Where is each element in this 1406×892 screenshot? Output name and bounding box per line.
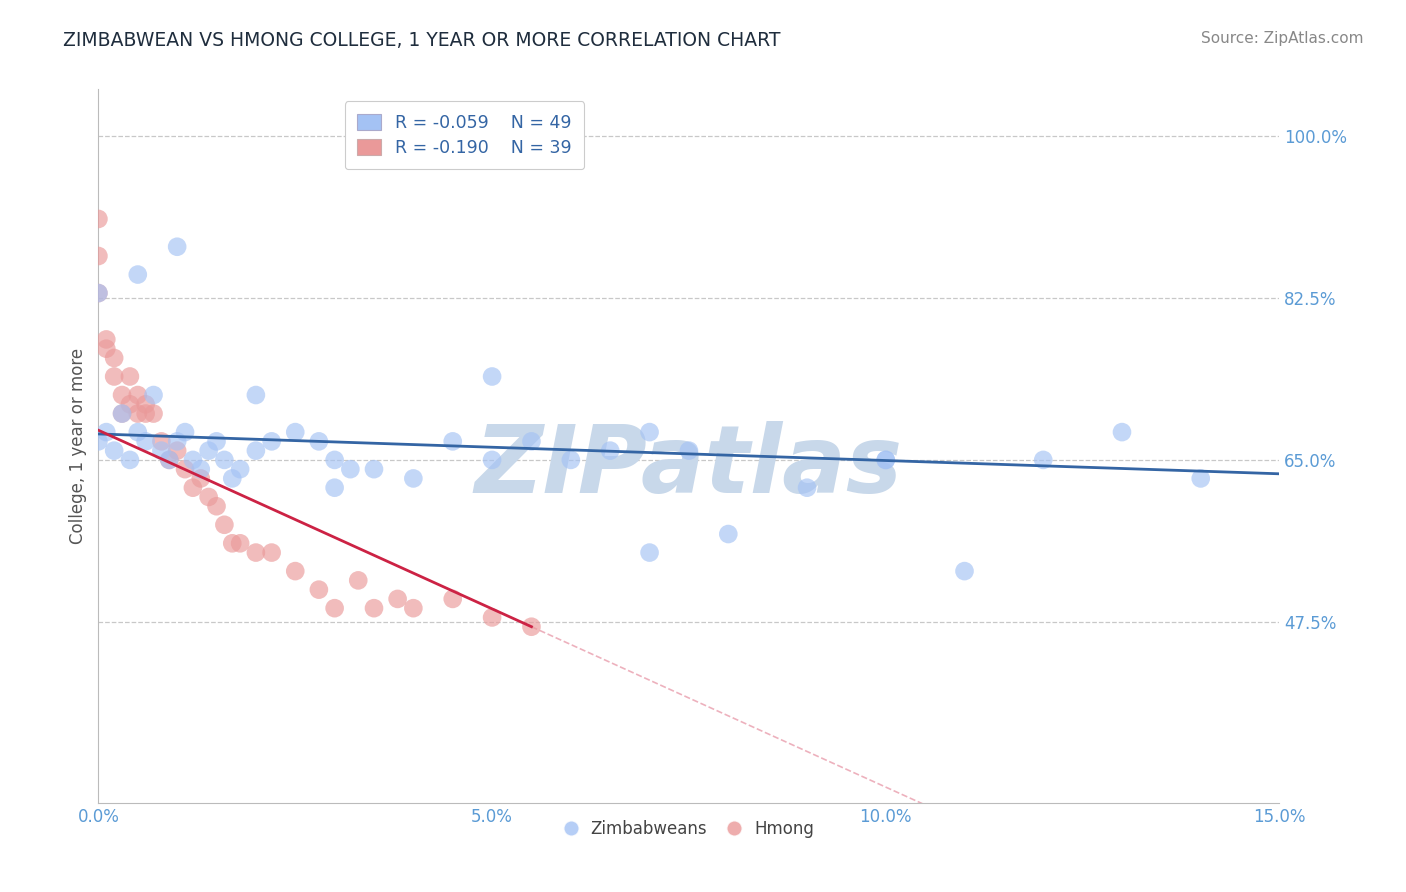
Point bbox=[953, 564, 976, 578]
Point bbox=[402, 601, 425, 615]
Point bbox=[135, 397, 157, 411]
Point bbox=[118, 397, 141, 411]
Point bbox=[150, 434, 173, 449]
Point bbox=[481, 369, 503, 384]
Point bbox=[520, 620, 543, 634]
Point bbox=[205, 434, 228, 449]
Point bbox=[127, 388, 149, 402]
Point bbox=[481, 610, 503, 624]
Point bbox=[157, 453, 180, 467]
Point bbox=[103, 443, 125, 458]
Point bbox=[284, 425, 307, 439]
Point bbox=[481, 453, 503, 467]
Point bbox=[638, 425, 661, 439]
Point bbox=[245, 443, 267, 458]
Point bbox=[363, 462, 385, 476]
Point bbox=[323, 601, 346, 615]
Point bbox=[229, 462, 252, 476]
Point bbox=[717, 527, 740, 541]
Point bbox=[157, 453, 180, 467]
Point bbox=[96, 333, 118, 347]
Point bbox=[142, 407, 165, 421]
Point bbox=[560, 453, 582, 467]
Point bbox=[221, 536, 243, 550]
Point bbox=[284, 564, 307, 578]
Point bbox=[87, 249, 110, 263]
Point bbox=[190, 471, 212, 485]
Point bbox=[150, 443, 173, 458]
Point bbox=[229, 536, 252, 550]
Point bbox=[214, 517, 236, 532]
Point bbox=[363, 601, 385, 615]
Point bbox=[127, 268, 149, 282]
Point bbox=[135, 434, 157, 449]
Point bbox=[96, 425, 118, 439]
Point bbox=[1189, 471, 1212, 485]
Point bbox=[190, 462, 212, 476]
Point bbox=[205, 500, 228, 514]
Point bbox=[87, 211, 110, 226]
Point bbox=[166, 240, 188, 254]
Point bbox=[87, 286, 110, 301]
Point bbox=[245, 545, 267, 559]
Point bbox=[181, 453, 204, 467]
Point bbox=[174, 425, 197, 439]
Point bbox=[111, 388, 134, 402]
Point bbox=[135, 407, 157, 421]
Point bbox=[221, 471, 243, 485]
Point bbox=[142, 388, 165, 402]
Point bbox=[118, 369, 141, 384]
Point bbox=[166, 443, 188, 458]
Point bbox=[599, 443, 621, 458]
Point bbox=[87, 286, 110, 301]
Point bbox=[441, 591, 464, 606]
Point bbox=[260, 545, 283, 559]
Point bbox=[308, 434, 330, 449]
Text: Source: ZipAtlas.com: Source: ZipAtlas.com bbox=[1201, 31, 1364, 46]
Point bbox=[323, 453, 346, 467]
Point bbox=[96, 342, 118, 356]
Point bbox=[245, 388, 267, 402]
Text: ZIPatlas: ZIPatlas bbox=[475, 421, 903, 514]
Point bbox=[1111, 425, 1133, 439]
Point bbox=[638, 545, 661, 559]
Point bbox=[323, 481, 346, 495]
Point bbox=[678, 443, 700, 458]
Point bbox=[111, 407, 134, 421]
Y-axis label: College, 1 year or more: College, 1 year or more bbox=[69, 348, 87, 544]
Point bbox=[339, 462, 361, 476]
Point bbox=[260, 434, 283, 449]
Point bbox=[87, 434, 110, 449]
Point bbox=[166, 434, 188, 449]
Point bbox=[520, 434, 543, 449]
Point bbox=[118, 453, 141, 467]
Point bbox=[197, 490, 219, 504]
Point bbox=[441, 434, 464, 449]
Point bbox=[103, 351, 125, 365]
Point bbox=[875, 453, 897, 467]
Point bbox=[308, 582, 330, 597]
Point bbox=[174, 462, 197, 476]
Text: ZIMBABWEAN VS HMONG COLLEGE, 1 YEAR OR MORE CORRELATION CHART: ZIMBABWEAN VS HMONG COLLEGE, 1 YEAR OR M… bbox=[63, 31, 780, 50]
Point bbox=[197, 443, 219, 458]
Point bbox=[796, 481, 818, 495]
Point bbox=[875, 453, 897, 467]
Point bbox=[111, 407, 134, 421]
Point bbox=[214, 453, 236, 467]
Legend: Zimbabweans, Hmong: Zimbabweans, Hmong bbox=[557, 814, 821, 845]
Point bbox=[181, 481, 204, 495]
Point bbox=[127, 425, 149, 439]
Point bbox=[387, 591, 409, 606]
Point bbox=[402, 471, 425, 485]
Point bbox=[1032, 453, 1054, 467]
Point bbox=[127, 407, 149, 421]
Point bbox=[103, 369, 125, 384]
Point bbox=[347, 574, 370, 588]
